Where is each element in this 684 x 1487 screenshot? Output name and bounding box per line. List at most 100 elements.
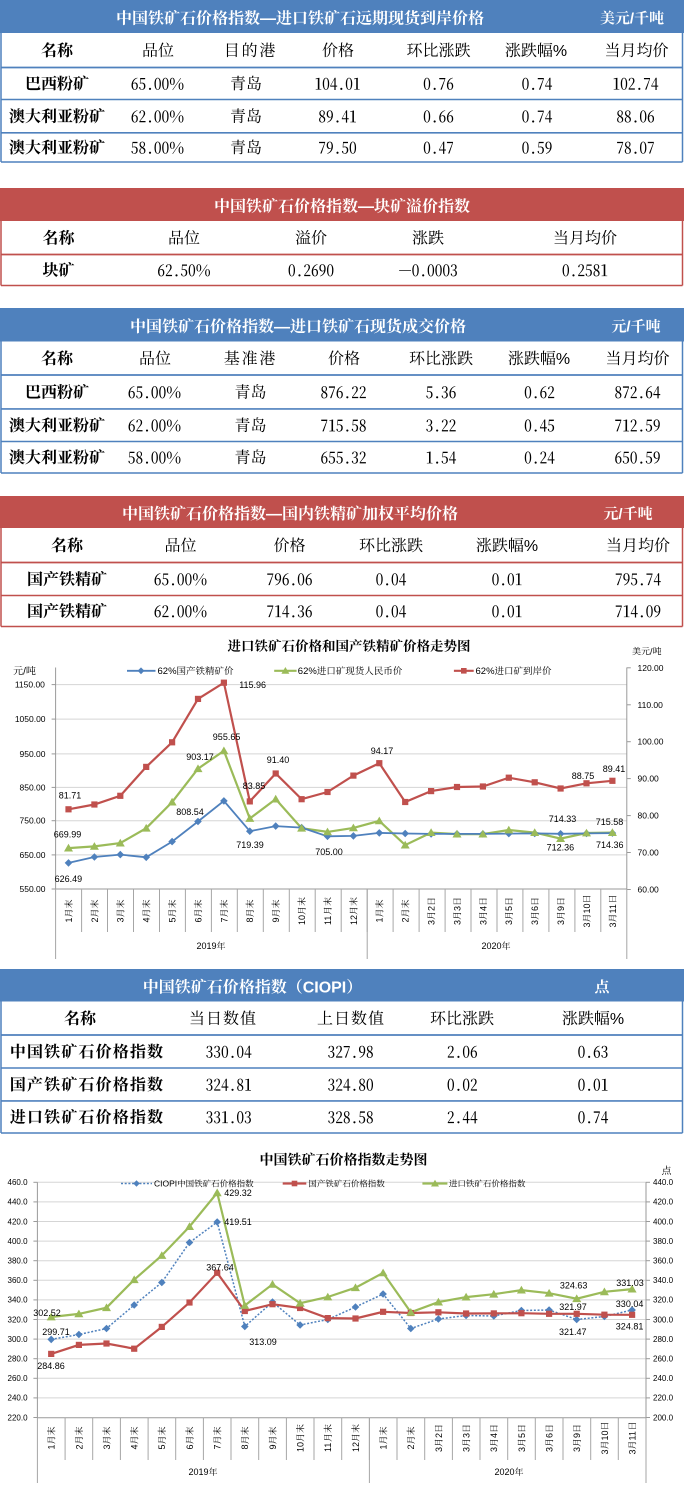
svg-text:11: 11 [323,916,333,925]
svg-text:1: 1 [375,917,385,922]
svg-text:260.0: 260.0 [8,1374,29,1383]
svg-text:4: 4 [142,917,152,922]
svg-text:400.0: 400.0 [653,1217,674,1226]
svg-text:950.00: 950.00 [20,749,46,759]
svg-text:6: 6 [530,906,540,911]
svg-text:705.00: 705.00 [315,847,343,857]
svg-text:300.0: 300.0 [8,1335,29,1344]
svg-text:81.71: 81.71 [59,791,82,801]
svg-text:1: 1 [379,1444,389,1449]
svg-text:2: 2 [74,1444,84,1449]
svg-text:300.0: 300.0 [653,1315,674,1324]
svg-text:280.0: 280.0 [8,1355,29,1364]
svg-text:11: 11 [627,1431,637,1440]
svg-text:650.00: 650.00 [20,850,46,860]
svg-text:340.0: 340.0 [8,1296,29,1305]
svg-text:70.00: 70.00 [638,848,660,858]
svg-text:10: 10 [296,1442,306,1452]
svg-text:3: 3 [627,1449,637,1454]
svg-text:2020: 2020 [495,1467,515,1477]
svg-text:3: 3 [572,1447,582,1452]
svg-text:3: 3 [427,920,437,925]
svg-text:460.0: 460.0 [8,1178,29,1187]
svg-text:8: 8 [245,917,255,922]
svg-text:6: 6 [193,917,203,922]
svg-text:419.51: 419.51 [224,1217,252,1227]
svg-text:/: / [626,319,631,336]
svg-text:—: — [266,506,282,523]
svg-text:7: 7 [213,1444,223,1449]
svg-text:3: 3 [102,1444,112,1449]
svg-text:83.85: 83.85 [243,781,266,791]
svg-text:240.0: 240.0 [8,1394,29,1403]
svg-text:2: 2 [90,917,100,922]
svg-text:10: 10 [297,915,307,925]
svg-text:CIOPI: CIOPI [303,979,347,996]
svg-text:260.0: 260.0 [653,1355,674,1364]
svg-text:120.00: 120.00 [638,663,664,673]
svg-text:%: % [556,351,570,368]
svg-text:60.00: 60.00 [638,885,660,895]
svg-text:62%: 62% [476,666,496,677]
svg-text:—: — [358,199,374,216]
svg-text:1: 1 [64,917,74,922]
svg-text:9: 9 [268,1444,278,1449]
svg-text:1050.00: 1050.00 [15,714,46,724]
svg-text:80.00: 80.00 [638,811,660,821]
svg-text:3: 3 [530,920,540,925]
svg-text:62%: 62% [158,666,178,677]
svg-text:10: 10 [600,1430,610,1440]
svg-text:626.49: 626.49 [55,874,83,884]
svg-text:955.65: 955.65 [213,732,241,742]
svg-text:CIOPI: CIOPI [154,1179,177,1189]
svg-text:808.54: 808.54 [176,807,204,817]
svg-text:714.33: 714.33 [549,814,577,824]
svg-text:313.09: 313.09 [249,1337,277,1347]
svg-text:321.47: 321.47 [559,1327,587,1337]
svg-text:360.0: 360.0 [653,1257,674,1266]
svg-text:3: 3 [504,920,514,925]
svg-text:91.40: 91.40 [267,755,290,765]
svg-text:4: 4 [478,906,488,911]
svg-text:3: 3 [489,1447,499,1452]
svg-text:5: 5 [517,1433,527,1438]
svg-text:9: 9 [556,906,566,911]
svg-text:299.71: 299.71 [42,1327,70,1337]
svg-text:2019: 2019 [197,941,217,951]
svg-text:9: 9 [271,917,281,922]
svg-text:320.0: 320.0 [8,1315,29,1324]
svg-text:7: 7 [219,917,229,922]
svg-text:1: 1 [47,1444,57,1449]
svg-text:420.0: 420.0 [653,1198,674,1207]
svg-text:330.04: 330.04 [616,1299,644,1309]
svg-text:380.0: 380.0 [653,1237,674,1246]
svg-text:4: 4 [489,1433,499,1438]
svg-text:850.00: 850.00 [20,782,46,792]
svg-text:400.0: 400.0 [8,1237,29,1246]
svg-text:3: 3 [517,1447,527,1452]
svg-text:3: 3 [556,920,566,925]
svg-text:/: / [618,506,623,523]
svg-text:550.00: 550.00 [20,884,46,894]
svg-text:714.36: 714.36 [596,840,624,850]
svg-text:—: — [274,319,290,336]
svg-text:90.00: 90.00 [638,774,660,784]
svg-text:220.0: 220.0 [653,1394,674,1403]
svg-text:2020: 2020 [482,941,502,951]
svg-text:2: 2 [401,917,411,922]
svg-text:440.0: 440.0 [8,1198,29,1207]
svg-text:420.0: 420.0 [8,1217,29,1226]
svg-text:9: 9 [572,1433,582,1438]
svg-text:3: 3 [462,1433,472,1438]
svg-text:331.03: 331.03 [616,1278,644,1288]
svg-text:5: 5 [157,1444,167,1449]
svg-text:324.63: 324.63 [560,1280,588,1290]
svg-text:903.17: 903.17 [186,752,214,762]
svg-text:240.0: 240.0 [653,1374,674,1383]
svg-text:%: % [524,538,538,555]
svg-text:12: 12 [349,915,359,925]
svg-text:719.39: 719.39 [236,840,264,850]
svg-text:88.75: 88.75 [572,771,595,781]
svg-text:94.17: 94.17 [371,746,394,756]
svg-text:2: 2 [406,1444,416,1449]
